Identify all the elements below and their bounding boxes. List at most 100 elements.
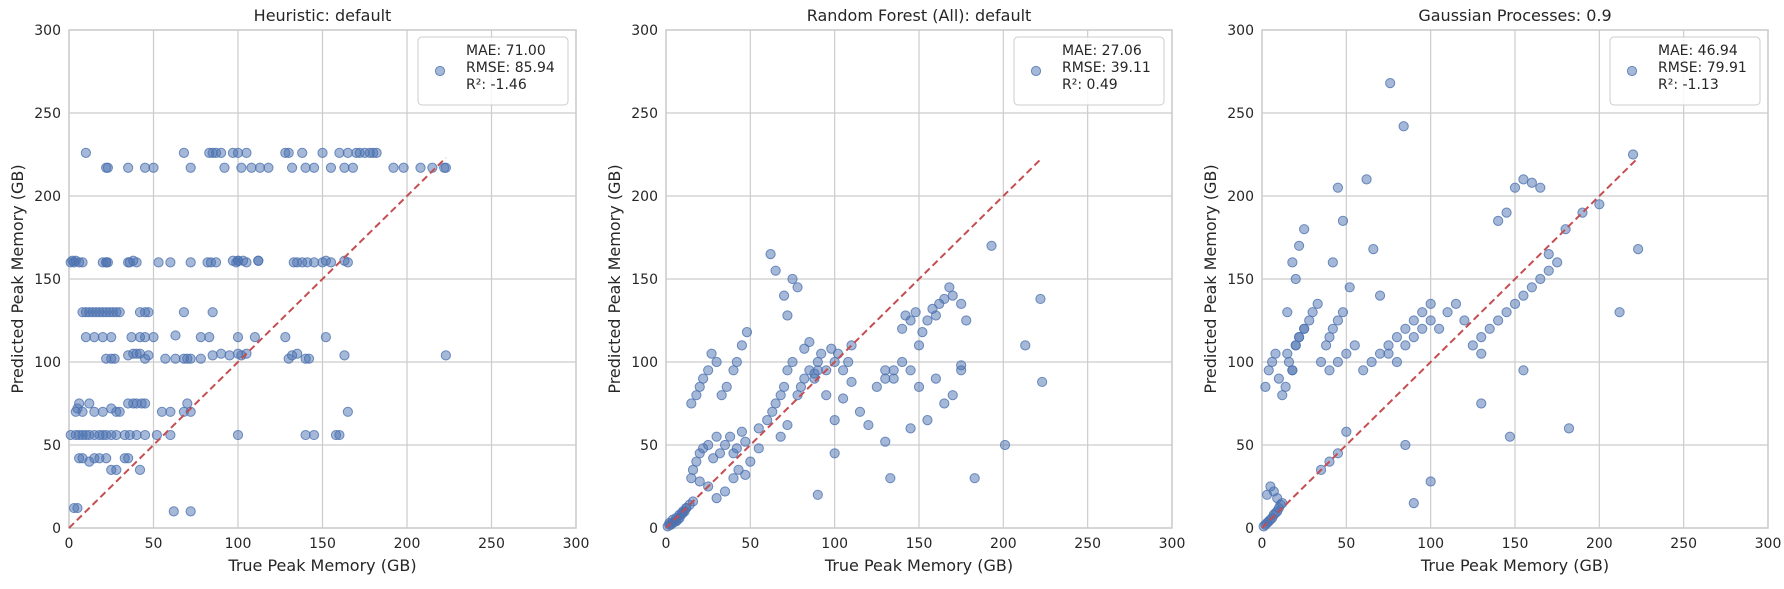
- data-point: [770, 398, 781, 409]
- data-point: [838, 365, 849, 376]
- data-point: [111, 464, 122, 475]
- data-point: [342, 257, 353, 268]
- data-point: [1442, 307, 1453, 318]
- x-tick-label: 150: [1502, 536, 1529, 552]
- data-point: [123, 162, 134, 173]
- data-point: [1627, 149, 1639, 160]
- data-point: [1526, 177, 1537, 188]
- data-point: [961, 315, 972, 326]
- data-point: [905, 423, 916, 434]
- data-point: [300, 162, 311, 173]
- data-point: [832, 348, 844, 359]
- subplot-title: Random Forest (All): default: [807, 6, 1032, 25]
- data-point: [846, 376, 857, 388]
- data-point: [101, 453, 112, 464]
- data-point: [89, 332, 100, 343]
- data-point: [1400, 340, 1411, 351]
- data-point: [1366, 356, 1377, 368]
- data-point: [156, 406, 168, 417]
- legend-marker: [1030, 65, 1042, 77]
- data-point: [1526, 282, 1537, 293]
- data-point: [280, 332, 291, 343]
- x-tick-label: 150: [906, 536, 933, 552]
- y-tick-label: 150: [631, 272, 658, 288]
- data-point: [753, 443, 764, 454]
- data-point: [1408, 498, 1419, 509]
- data-point: [778, 290, 790, 301]
- legend-line: R²: 0.49: [1062, 77, 1118, 93]
- data-point: [185, 162, 196, 173]
- data-point: [711, 493, 722, 504]
- plot-frame: [665, 29, 1173, 529]
- data-point: [956, 298, 967, 309]
- data-point: [263, 162, 274, 173]
- data-point: [1270, 348, 1281, 359]
- data-point: [762, 415, 773, 426]
- data-point: [843, 356, 854, 368]
- data-point: [838, 393, 849, 404]
- data-point: [782, 419, 793, 431]
- data-point: [703, 439, 714, 451]
- data-point: [816, 348, 827, 359]
- x-tick-label: 50: [145, 536, 163, 552]
- legend-line: R²: -1.46: [466, 77, 527, 93]
- data-point: [686, 398, 697, 409]
- data-point: [1400, 323, 1411, 334]
- data-point: [1501, 307, 1512, 318]
- data-point: [170, 330, 181, 341]
- data-point: [1535, 182, 1546, 193]
- y-tick-label: 100: [631, 355, 658, 371]
- data-point: [1594, 199, 1605, 210]
- x-tick-label: 100: [1417, 536, 1444, 552]
- data-point: [232, 255, 244, 266]
- data-point: [1450, 298, 1462, 309]
- subplot-title: Gaussian Processes: 0.9: [1418, 6, 1611, 25]
- data-point: [339, 162, 350, 173]
- x-axis-label: True Peak Memory (GB): [1420, 556, 1609, 575]
- data-point: [1467, 340, 1478, 351]
- y-axis-label: Predicted Peak Memory (GB): [605, 164, 624, 393]
- plot-frame: [68, 29, 577, 529]
- data-point: [1287, 257, 1298, 268]
- data-point: [854, 406, 866, 417]
- data-point: [232, 429, 244, 441]
- data-point: [440, 162, 451, 173]
- data-point: [1459, 315, 1470, 326]
- data-point: [388, 162, 399, 173]
- data-point: [741, 327, 753, 338]
- legend-line: MAE: 71.00: [466, 43, 546, 59]
- data-point: [1332, 356, 1344, 368]
- x-tick-label: 250: [1074, 536, 1101, 552]
- data-point: [128, 255, 139, 266]
- data-point: [292, 257, 303, 268]
- data-point: [1518, 174, 1529, 185]
- data-point: [1280, 381, 1291, 392]
- data-point: [72, 502, 83, 514]
- data-point: [320, 255, 331, 266]
- data-point: [770, 265, 781, 276]
- data-point: [863, 419, 874, 431]
- data-point: [885, 473, 896, 484]
- data-point: [888, 373, 899, 384]
- data-point: [778, 381, 790, 392]
- data-point: [1535, 273, 1546, 285]
- data-point: [1633, 244, 1644, 255]
- y-tick-label: 250: [631, 106, 658, 122]
- y-tick-label: 150: [1227, 272, 1254, 288]
- data-point: [139, 332, 151, 343]
- data-point: [694, 476, 705, 487]
- data-point: [897, 356, 908, 368]
- data-point: [1543, 249, 1554, 260]
- data-point: [913, 381, 925, 392]
- data-point: [782, 310, 793, 321]
- data-point: [999, 439, 1011, 451]
- data-point: [947, 290, 958, 301]
- data-point: [711, 431, 722, 442]
- data-point: [102, 162, 113, 173]
- data-point: [753, 423, 764, 434]
- data-point: [219, 162, 230, 173]
- data-point: [178, 307, 190, 318]
- data-point: [170, 353, 181, 364]
- data-point: [910, 307, 921, 318]
- data-point: [1294, 240, 1305, 251]
